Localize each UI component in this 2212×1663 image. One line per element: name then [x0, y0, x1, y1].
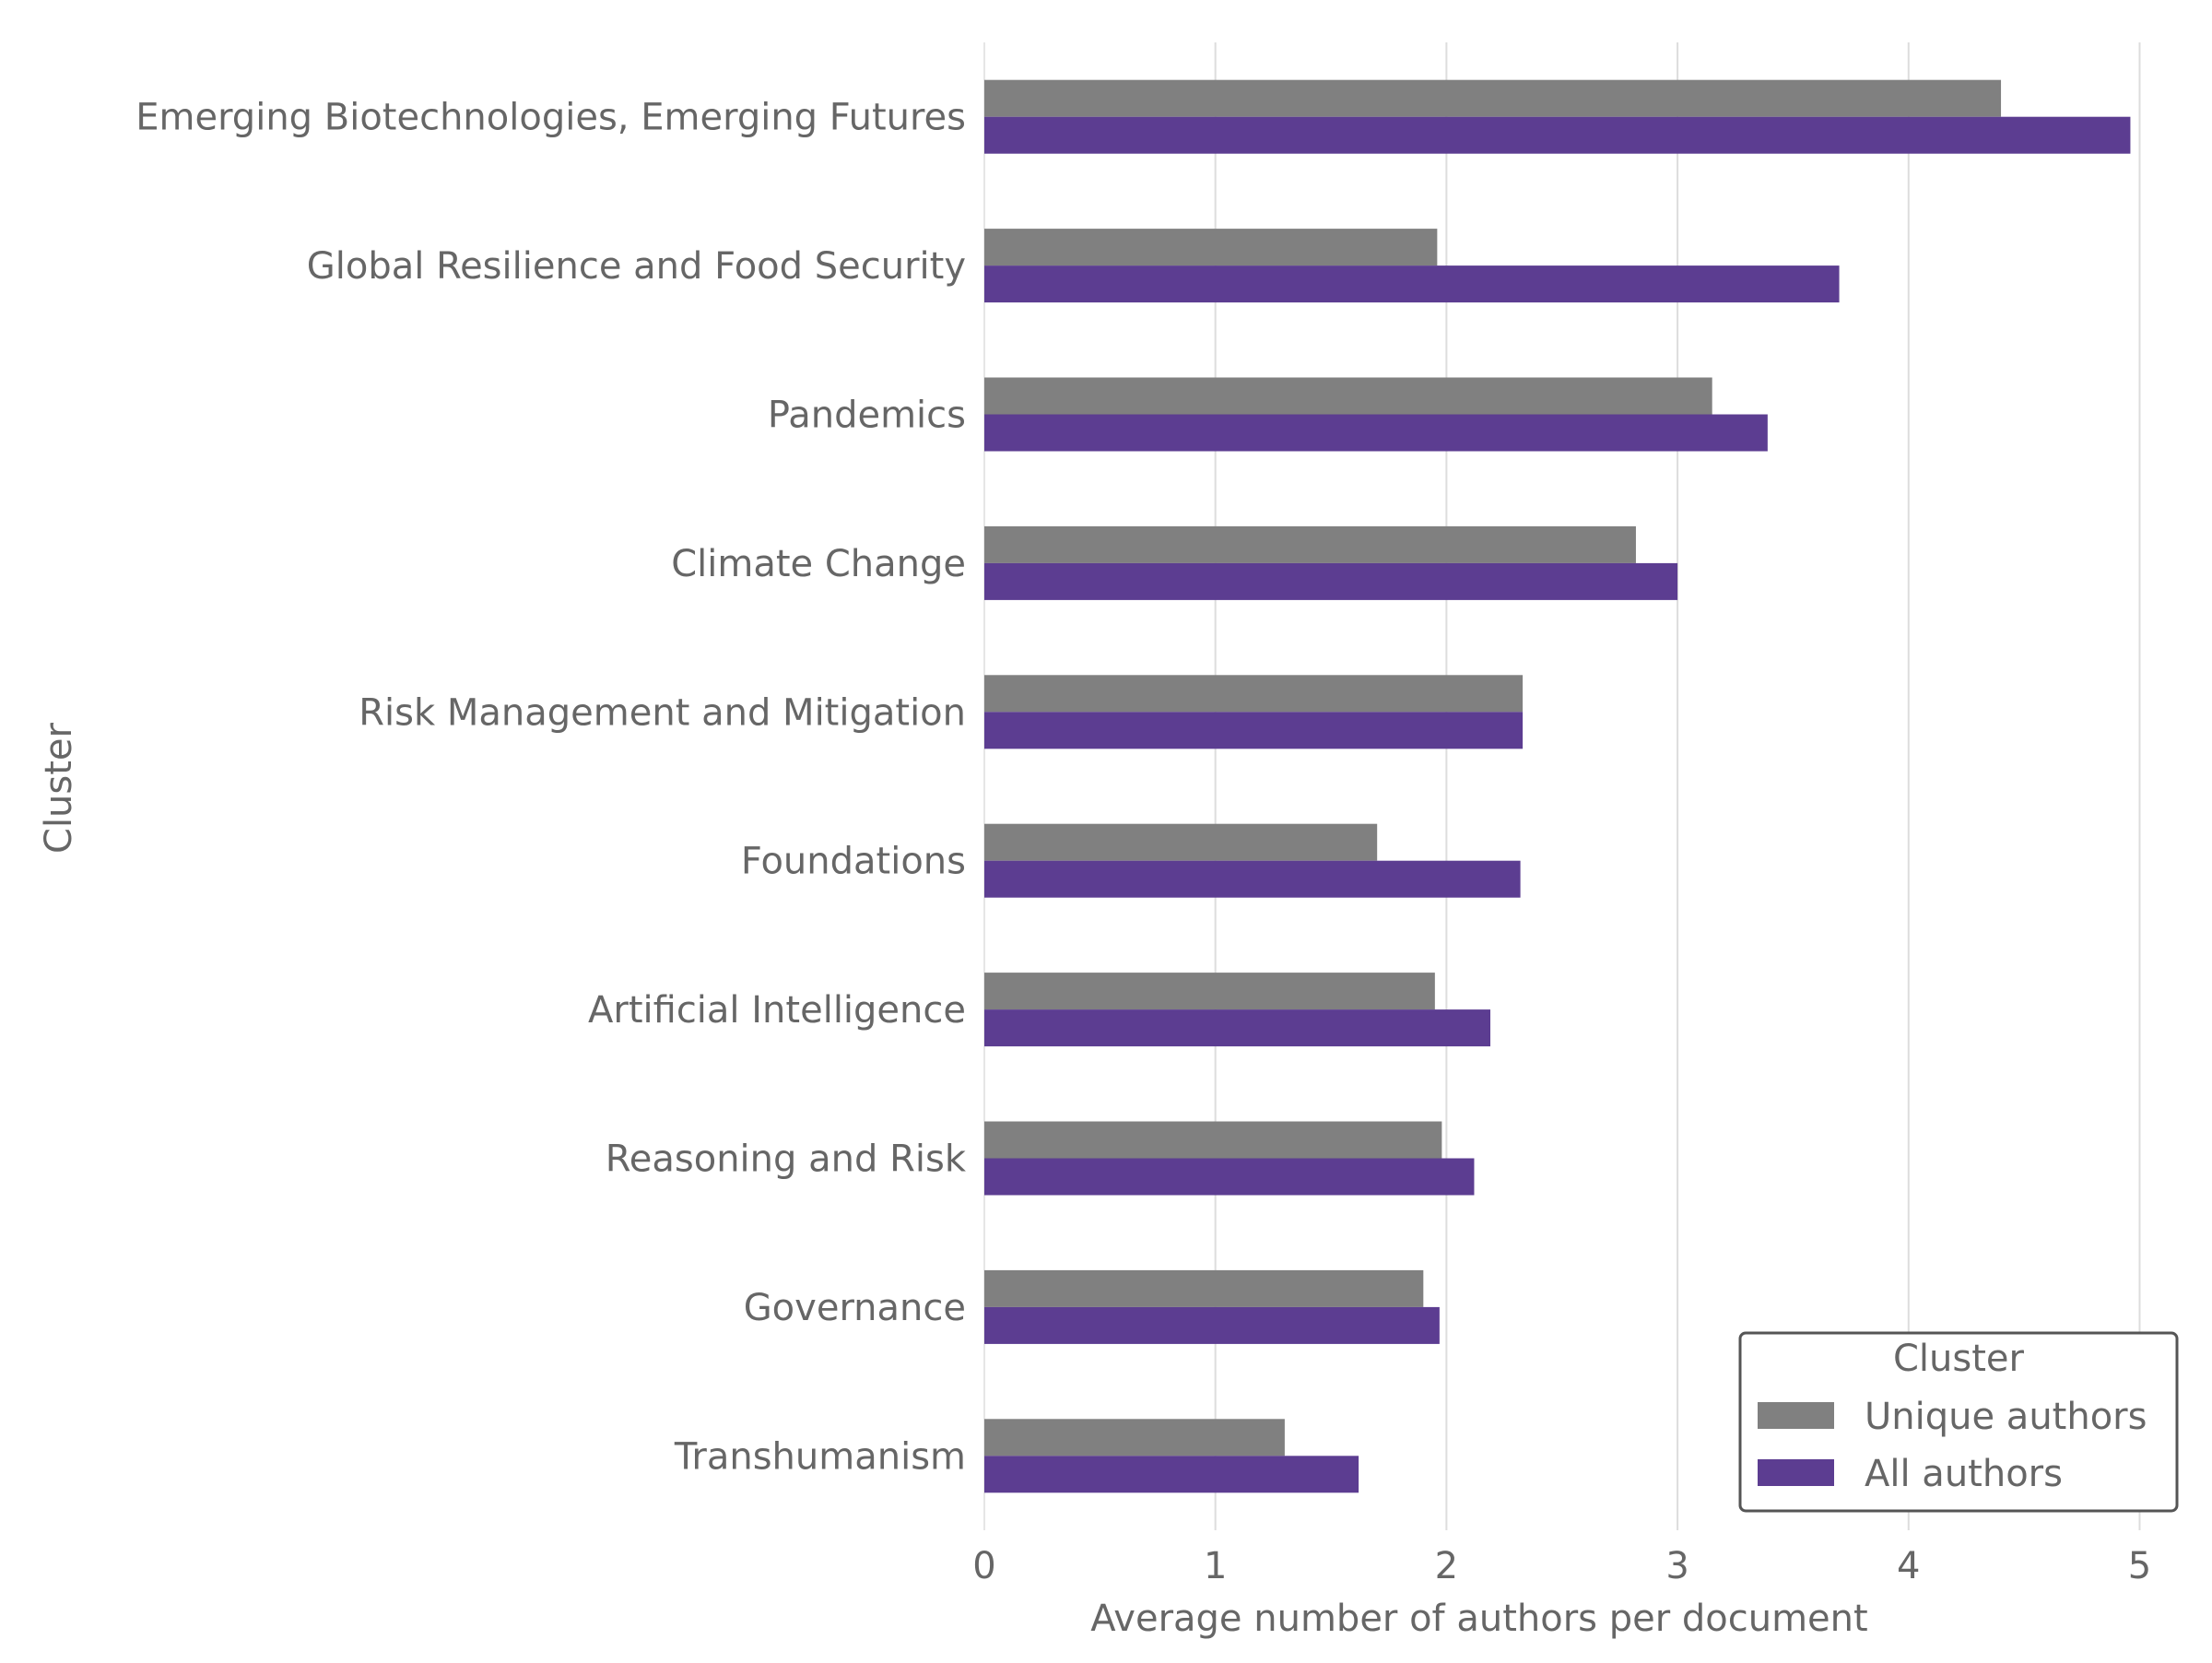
bar-unique-authors — [984, 377, 1712, 415]
legend-swatch-unique-authors — [1758, 1402, 1834, 1429]
bars — [984, 79, 2131, 1493]
axes: Average number of authors per document C… — [38, 97, 2151, 1640]
y-tick-label: Climate Change — [671, 543, 966, 585]
bar-unique-authors — [984, 525, 1636, 563]
bar-all-authors — [984, 712, 1524, 749]
legend-title: Cluster — [1893, 1338, 2025, 1380]
bar-unique-authors — [984, 823, 1378, 861]
legend-frame — [1738, 1331, 2179, 1513]
bar-unique-authors — [984, 675, 1524, 713]
y-tick-label: Emerging Biotechnologies, Emerging Futur… — [135, 97, 966, 139]
legend-swatch-all-authors — [1758, 1459, 1834, 1486]
bar-all-authors — [984, 562, 1678, 600]
legend-label-unique-authors: Unique authors — [1865, 1396, 2147, 1438]
bar-unique-authors — [984, 79, 2002, 117]
x-axis-label: Average number of authors per document — [1090, 1598, 1867, 1640]
bar-unique-authors — [984, 973, 1435, 1010]
bar-all-authors — [984, 265, 1840, 303]
bar-all-authors — [984, 1306, 1440, 1344]
bar-unique-authors — [984, 1121, 1442, 1159]
bar-all-authors — [984, 414, 1768, 452]
bar-unique-authors — [984, 1269, 1424, 1307]
x-tick-label: 1 — [1204, 1545, 1227, 1587]
bar-all-authors — [984, 1009, 1491, 1047]
y-axis-label: Cluster — [38, 722, 80, 854]
x-tick-label: 5 — [2128, 1545, 2151, 1587]
y-tick-label: Artificial Intelligence — [588, 989, 966, 1032]
bar-all-authors — [984, 1158, 1475, 1196]
x-tick-label: 3 — [1665, 1545, 1688, 1587]
x-tick-label: 4 — [1897, 1545, 1920, 1587]
x-tick-label: 0 — [972, 1545, 995, 1587]
legend: Cluster Unique authors All authors — [1738, 1331, 2179, 1513]
y-tick-label: Transhumanism — [674, 1435, 966, 1478]
y-tick-label: Reasoning and Risk — [606, 1138, 967, 1181]
y-tick-label: Pandemics — [768, 395, 966, 437]
bar-unique-authors — [984, 1419, 1285, 1457]
bar-unique-authors — [984, 229, 1438, 266]
bar-all-authors — [984, 1456, 1359, 1493]
y-tick-label: Global Resilience and Food Security — [307, 245, 966, 288]
y-tick-label: Risk Management and Mitigation — [359, 691, 966, 734]
bar-all-authors — [984, 116, 2131, 154]
y-tick-label: Foundations — [741, 841, 966, 883]
y-tick-label: Governance — [744, 1287, 966, 1329]
bar-all-authors — [984, 860, 1521, 898]
x-tick-label: 2 — [1435, 1545, 1458, 1587]
legend-label-all-authors: All authors — [1865, 1453, 2063, 1495]
